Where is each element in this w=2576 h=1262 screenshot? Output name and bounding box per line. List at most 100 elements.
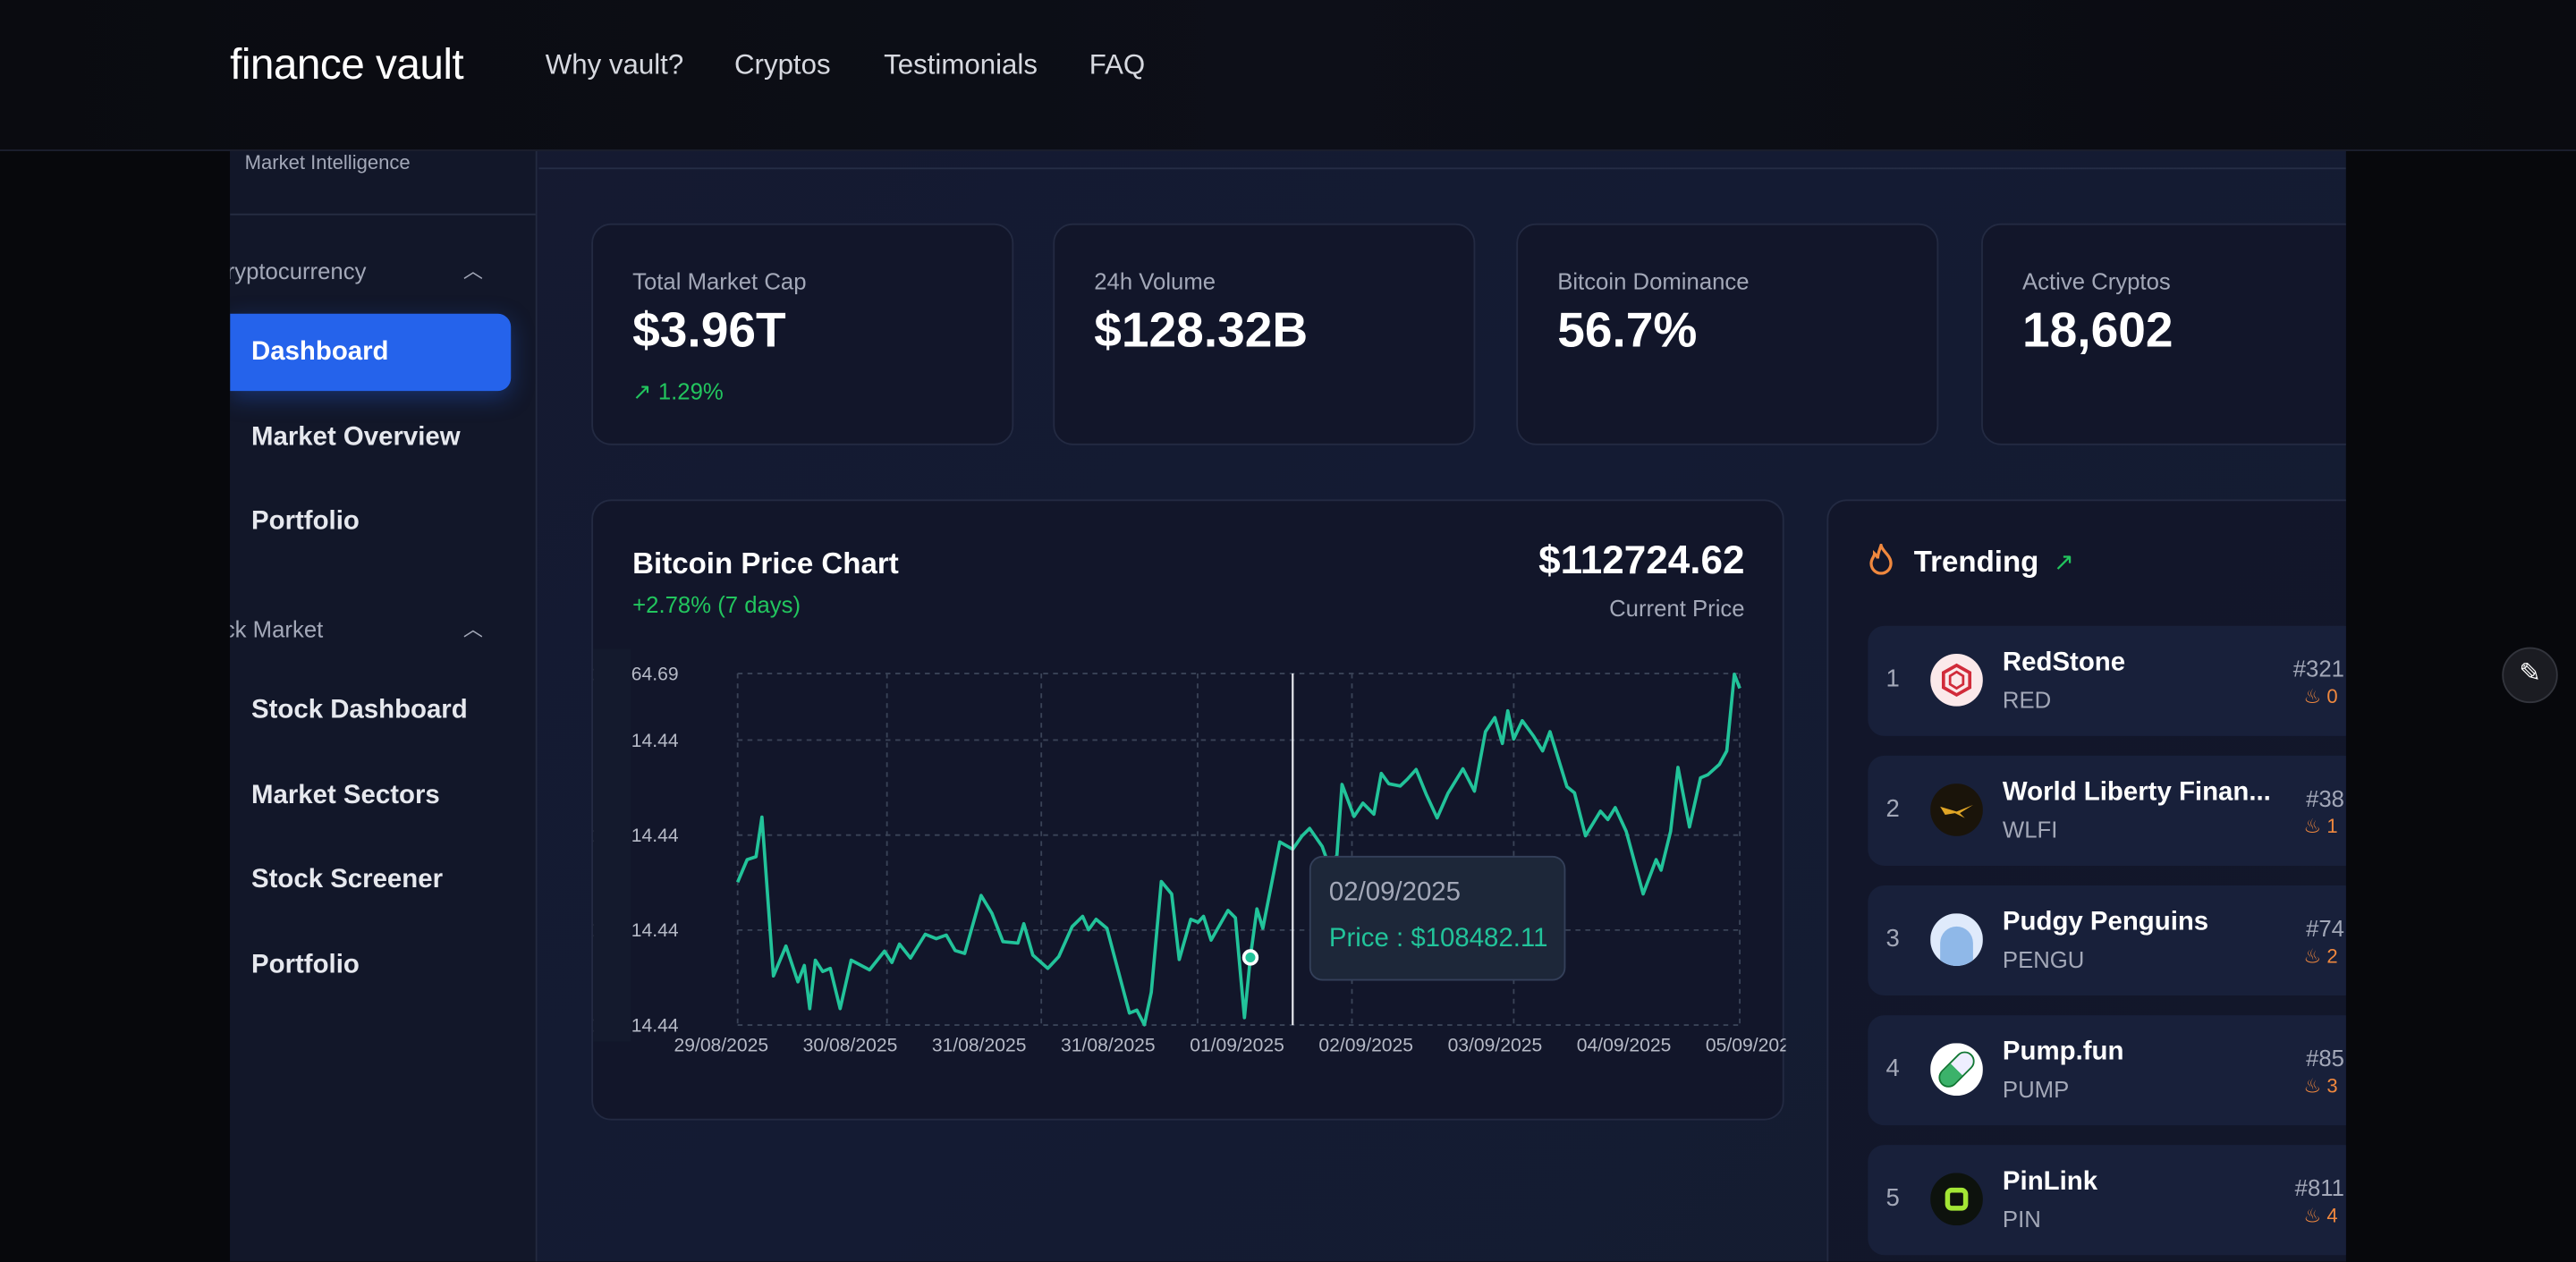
sidebar: Market Intelligence Cryptocurrency ︿ Das… — [230, 151, 537, 1262]
coin-symbol: PENGU — [2003, 946, 2084, 972]
fire-icon: ♨ — [2303, 1074, 2321, 1097]
coin-name: PinLink — [2003, 1168, 2097, 1198]
coin-symbol: PUMP — [2003, 1076, 2069, 1102]
x-tick-label: 04/09/2025 — [1577, 1035, 1672, 1055]
item-label: Market Sectors — [251, 782, 440, 809]
stat-value: 56.7% — [1557, 304, 1697, 360]
x-tick-label: 01/09/2025 — [1190, 1035, 1284, 1055]
score-value: 3 — [2326, 1074, 2337, 1097]
trending-item-pump-fun[interactable]: 4 Pump.fun PUMP #85 ♨ 3 — [1868, 1015, 2345, 1125]
nav-faq[interactable]: FAQ — [1089, 49, 1145, 82]
section-stock-market[interactable]: Stock Market ︿ — [230, 616, 506, 642]
stat-value: $128.32B — [1094, 304, 1308, 360]
sidebar-item-dashboard[interactable]: Dashboard — [230, 314, 511, 391]
stat-label: Active Cryptos — [2022, 267, 2171, 293]
coin-logo-icon — [1930, 654, 1983, 707]
nav-testimonials[interactable]: Testimonials — [884, 49, 1038, 82]
market-cap-rank: #811 — [2295, 1174, 2344, 1200]
market-cap-rank: #38 — [2306, 785, 2344, 811]
item-label: Portfolio — [251, 951, 360, 978]
header-band — [538, 151, 2345, 169]
trend-score: ♨ 3 — [2303, 1074, 2337, 1097]
sidebar-item-market-sectors[interactable]: :Market Sectors — [230, 758, 511, 834]
nav-why-vault[interactable]: Why vault? — [546, 49, 683, 82]
trending-item-pudgy-penguins[interactable]: 3 Pudgy Penguins PENGU #74 ♨ 2 — [1868, 885, 2345, 995]
trending-item-redstone[interactable]: 1 RedStone RED #321 ♨ 0 — [1868, 626, 2345, 736]
market-cap-rank: #321 — [2293, 656, 2344, 682]
x-tick-label: 02/09/2025 — [1318, 1035, 1413, 1055]
section-label: Cryptocurrency — [230, 258, 366, 284]
x-tick-label: 30/08/2025 — [803, 1035, 898, 1055]
score-value: 0 — [2326, 685, 2337, 708]
fire-icon — [1868, 544, 1894, 585]
coin-logo-icon — [1930, 913, 1983, 966]
trending-rank: 2 — [1886, 795, 1900, 823]
coin-name: World Liberty Finan... — [2003, 779, 2271, 809]
market-cap-rank: #85 — [2306, 1045, 2344, 1071]
coin-symbol: PIN — [2003, 1206, 2041, 1232]
score-value: 1 — [2326, 815, 2337, 838]
stat-change-value: 1.29% — [658, 377, 724, 403]
trend-score: ♨ 1 — [2303, 815, 2337, 838]
coin-name: Pudgy Penguins — [2003, 909, 2208, 938]
x-tick-label: 31/08/2025 — [1061, 1035, 1156, 1055]
coin-logo-icon — [1930, 783, 1983, 836]
trend-score: ♨ 0 — [2303, 685, 2337, 708]
trending-rank: 1 — [1886, 665, 1900, 693]
stat-card-dominance: Bitcoin Dominance 56.7% — [1516, 224, 1938, 445]
stat-label: 24h Volume — [1094, 267, 1216, 293]
tooltip-date: 02/09/2025 — [1329, 879, 1461, 909]
sidebar-item-market-overview[interactable]: : Market Overview — [230, 399, 511, 476]
item-label: Stock Dashboard — [251, 697, 468, 724]
coin-symbol: WLFI — [2003, 817, 2057, 843]
stat-value: $3.96T — [632, 304, 786, 360]
trending-up-icon: ↗ — [632, 377, 652, 403]
item-label: Dashboard — [251, 338, 389, 366]
stat-card-market-cap: Total Market Cap $3.96T ↗ 1.29% — [591, 224, 1013, 445]
x-tick-label: 31/08/2025 — [932, 1035, 1027, 1055]
fire-icon: ♨ — [2303, 685, 2321, 708]
coin-logo-icon — [1930, 1173, 1983, 1225]
trending-rank: 5 — [1886, 1184, 1900, 1212]
item-label: Market Overview — [251, 424, 461, 452]
chart-tooltip: 02/09/2025 Price : $108482.11 — [1309, 856, 1566, 981]
stat-card-volume: 24h Volume $128.32B — [1053, 224, 1475, 445]
sidebar-item-stock-screener[interactable]: Stock Screener — [230, 841, 511, 918]
edit-pencil-button[interactable]: ✎ — [2502, 648, 2557, 703]
sidebar-item-stock-dashboard[interactable]: Stock Dashboard — [230, 672, 511, 749]
brand-logo[interactable]: finance vault — [230, 39, 463, 90]
label-clip — [593, 648, 631, 1041]
trend-score: ♨ 2 — [2303, 944, 2337, 968]
trending-item-world-liberty-financial[interactable]: 2 World Liberty Finan... WLFI #38 ♨ 1 — [1868, 756, 2345, 866]
dashboard-app: Market Intelligence Cryptocurrency ︿ Das… — [230, 151, 2346, 1262]
sidebar-subtitle: Market Intelligence — [245, 151, 411, 174]
stat-label: Total Market Cap — [632, 267, 806, 293]
coin-logo-icon — [1930, 1043, 1983, 1096]
nav-cryptos[interactable]: Cryptos — [734, 49, 831, 82]
x-tick-label: 05/09/2025 — [1706, 1035, 1786, 1055]
stat-card-active-cryptos: Active Cryptos 18,602 — [1981, 224, 2346, 445]
trending-item-pinlink[interactable]: 5 PinLink PIN #811 ♨ 4 — [1868, 1145, 2345, 1255]
navbar: finance vault Why vault? Cryptos Testimo… — [0, 0, 2576, 151]
market-cap-rank: #74 — [2306, 915, 2344, 941]
divider — [230, 214, 537, 216]
trending-rank: 3 — [1886, 925, 1900, 953]
coin-symbol: RED — [2003, 687, 2051, 713]
sidebar-item-stock-portfolio[interactable]: | Portfolio — [230, 927, 511, 1004]
score-value: 2 — [2326, 944, 2337, 968]
x-tick-label: 29/08/2025 — [674, 1035, 768, 1055]
item-label: Stock Screener — [251, 866, 443, 894]
fire-icon: ♨ — [2303, 815, 2321, 838]
tooltip-price: Price : $108482.11 — [1329, 925, 1548, 954]
item-label: Portfolio — [251, 508, 360, 536]
chart-icon: : — [230, 399, 233, 476]
trend-score: ♨ 4 — [2303, 1204, 2337, 1227]
sidebar-item-portfolio[interactable]: |Portfolio — [230, 483, 511, 560]
chevron-up-icon: ︿ — [463, 614, 483, 642]
section-cryptocurrency[interactable]: Cryptocurrency ︿ — [230, 258, 506, 284]
wallet-icon: | — [230, 927, 233, 1004]
price-chart[interactable]: 112964.69$111914.44110414.44108914.44107… — [593, 501, 1785, 1122]
stat-change: ↗ 1.29% — [632, 377, 724, 405]
